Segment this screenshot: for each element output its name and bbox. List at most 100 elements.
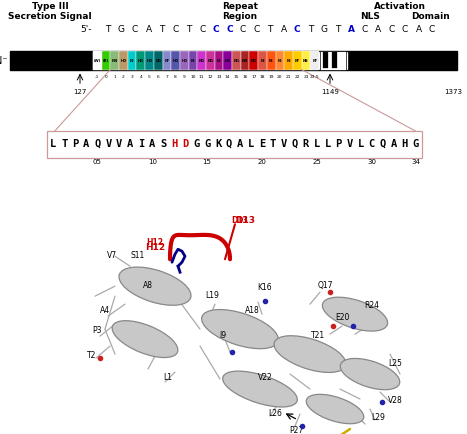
- Text: H12: H12: [145, 242, 165, 251]
- FancyBboxPatch shape: [310, 52, 319, 70]
- Text: A: A: [145, 24, 152, 33]
- FancyBboxPatch shape: [249, 52, 258, 70]
- Text: K: K: [215, 139, 221, 149]
- Text: L: L: [314, 139, 320, 149]
- Text: NN: NN: [112, 59, 118, 63]
- Text: 19: 19: [269, 75, 274, 79]
- Text: L19: L19: [205, 290, 219, 299]
- Text: 30: 30: [367, 158, 376, 164]
- FancyBboxPatch shape: [223, 52, 232, 70]
- Text: A4: A4: [100, 305, 110, 314]
- Text: V: V: [105, 139, 112, 149]
- FancyBboxPatch shape: [10, 52, 457, 70]
- Text: A18: A18: [245, 305, 259, 314]
- Text: D: D: [182, 139, 188, 149]
- FancyBboxPatch shape: [47, 132, 422, 158]
- Text: I: I: [138, 139, 144, 149]
- Text: P: P: [72, 139, 78, 149]
- Text: C: C: [226, 24, 233, 33]
- Text: S: S: [160, 139, 166, 149]
- FancyBboxPatch shape: [154, 52, 163, 70]
- Text: 5'-: 5'-: [80, 24, 92, 33]
- FancyBboxPatch shape: [10, 52, 92, 70]
- Text: L: L: [50, 139, 57, 149]
- Text: Type III: Type III: [32, 2, 68, 11]
- Text: T2: T2: [87, 350, 97, 359]
- Text: P27: P27: [289, 424, 303, 434]
- Text: L: L: [248, 139, 254, 149]
- Text: G: G: [204, 139, 210, 149]
- Text: C: C: [402, 24, 408, 33]
- Text: K16: K16: [258, 282, 272, 291]
- Text: HD: HD: [225, 59, 231, 63]
- Text: 1: 1: [113, 75, 116, 79]
- Text: G: G: [412, 139, 418, 149]
- Text: S11: S11: [131, 250, 145, 259]
- Text: 16: 16: [242, 75, 248, 79]
- Ellipse shape: [112, 321, 178, 358]
- Text: C: C: [212, 24, 219, 33]
- Text: 10: 10: [148, 158, 157, 164]
- FancyBboxPatch shape: [180, 52, 189, 70]
- Text: NLS: NLS: [360, 13, 380, 21]
- Text: NI: NI: [269, 59, 274, 63]
- FancyBboxPatch shape: [93, 52, 102, 70]
- Text: 23.5: 23.5: [310, 75, 319, 79]
- Text: NI: NI: [191, 59, 195, 63]
- Text: Q17: Q17: [317, 280, 333, 289]
- Text: A: A: [83, 139, 90, 149]
- Text: A: A: [375, 24, 381, 33]
- Text: L25: L25: [388, 358, 402, 367]
- Text: 20: 20: [257, 158, 266, 164]
- Text: P: P: [336, 139, 342, 149]
- FancyBboxPatch shape: [198, 52, 206, 70]
- Text: N⁻: N⁻: [0, 56, 7, 66]
- Text: NG: NG: [155, 59, 161, 63]
- Text: A: A: [237, 139, 243, 149]
- FancyBboxPatch shape: [171, 52, 180, 70]
- Text: NI: NI: [260, 59, 265, 63]
- FancyBboxPatch shape: [136, 52, 145, 70]
- Text: L: L: [325, 139, 331, 149]
- Text: L: L: [358, 139, 364, 149]
- FancyBboxPatch shape: [128, 52, 136, 70]
- FancyBboxPatch shape: [102, 52, 110, 70]
- Text: NI: NI: [286, 59, 291, 63]
- Text: V22: V22: [258, 372, 272, 381]
- FancyBboxPatch shape: [323, 53, 328, 69]
- Text: V: V: [281, 139, 287, 149]
- Text: NI: NI: [278, 59, 282, 63]
- Text: A: A: [347, 24, 354, 33]
- Text: 1149: 1149: [321, 89, 339, 95]
- Text: Q: Q: [226, 139, 232, 149]
- Text: 6: 6: [157, 75, 160, 79]
- FancyBboxPatch shape: [110, 52, 119, 70]
- Text: C: C: [389, 24, 395, 33]
- Text: 5: 5: [148, 75, 151, 79]
- Text: 14: 14: [225, 75, 231, 79]
- FancyBboxPatch shape: [189, 52, 198, 70]
- Text: 7: 7: [165, 75, 168, 79]
- Text: Q: Q: [292, 139, 298, 149]
- Text: E: E: [259, 139, 265, 149]
- FancyBboxPatch shape: [145, 52, 154, 70]
- Text: H: H: [402, 139, 408, 149]
- Text: 21: 21: [286, 75, 291, 79]
- Text: 23: 23: [303, 75, 309, 79]
- Ellipse shape: [306, 395, 364, 424]
- Text: N*: N*: [312, 59, 317, 63]
- Ellipse shape: [322, 298, 388, 331]
- Text: NG: NG: [234, 59, 240, 63]
- Text: C: C: [429, 24, 435, 33]
- Text: T: T: [267, 24, 273, 33]
- Text: G: G: [193, 139, 199, 149]
- Text: 9: 9: [183, 75, 186, 79]
- Text: C: C: [199, 24, 205, 33]
- Text: D13: D13: [235, 215, 255, 224]
- Ellipse shape: [119, 267, 191, 306]
- FancyBboxPatch shape: [348, 52, 457, 70]
- Text: (W): (W): [94, 59, 101, 63]
- Text: A: A: [281, 24, 287, 33]
- FancyBboxPatch shape: [302, 52, 310, 70]
- Text: P3: P3: [92, 325, 102, 334]
